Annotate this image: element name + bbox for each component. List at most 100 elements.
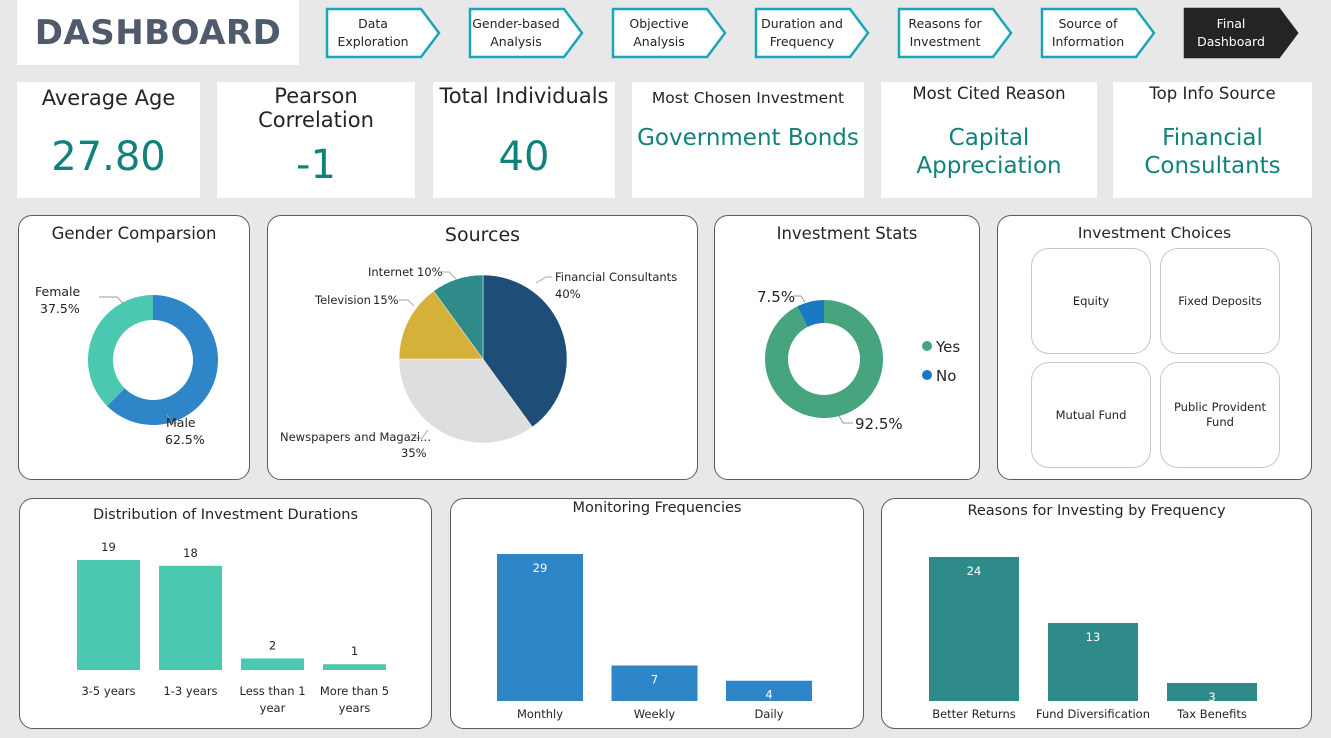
chart-title: Gender Comparsion [51, 224, 217, 243]
choice-mutual-fund[interactable]: Mutual Fund [1031, 362, 1151, 468]
label-financial-value: 40% [555, 287, 581, 301]
bar-more-than-5-years[interactable] [323, 664, 386, 670]
choice-public-provident-fund[interactable]: Public Provident Fund [1160, 362, 1280, 468]
nav-label-line: Exploration [337, 34, 409, 49]
x-tick-label: 3-5 years [81, 684, 135, 698]
label-newspapers-value: 35% [401, 446, 427, 460]
data-label: 2 [269, 638, 276, 652]
kpi-average-age: Average Age 27.80 [17, 82, 200, 198]
choice-fixed-deposits[interactable]: Fixed Deposits [1160, 248, 1280, 354]
nav-label-line: Frequency [769, 34, 835, 49]
leader-line [99, 296, 124, 304]
x-tick-label: Tax Benefits [1176, 707, 1247, 721]
kpi-label: Pearson Correlation [217, 84, 415, 132]
bar-better-returns[interactable] [929, 557, 1019, 701]
kpi-label: Total Individuals [439, 84, 609, 108]
nav-button-reasons-forinvestment[interactable]: Reasons for Investment [897, 7, 1013, 59]
leader-line [399, 299, 415, 307]
investment-durations-panel: Distribution of Investment Durations 19 3… [19, 498, 432, 729]
investment-stats-panel: Investment Stats 7.5% 92.5% Yes No [714, 215, 980, 480]
nav-label-line: Dashboard [1197, 34, 1265, 49]
bar-tax-benefits[interactable] [1167, 683, 1257, 701]
arrow-shape [1183, 7, 1299, 59]
leader-line [166, 413, 179, 424]
kpi-value: 27.80 [51, 134, 166, 180]
label-internet-value: 10% [417, 265, 443, 279]
bar-fund-diversification[interactable] [1048, 623, 1138, 701]
kpi-value: 40 [498, 134, 550, 180]
nav-label-line: Data [358, 16, 388, 31]
arrow-shape [611, 7, 727, 59]
slice-no[interactable] [797, 300, 824, 327]
label-male-value: 62.5% [165, 432, 205, 447]
label-internet: Internet [368, 265, 414, 279]
nav-button-label: Duration and Frequency [758, 7, 846, 59]
kpi-most-chosen-investment: Most Chosen Investment Government Bonds [632, 82, 864, 198]
nav-label-line: Investment [909, 34, 981, 49]
bar-less-than-1-year[interactable] [241, 658, 304, 670]
x-tick-label: Weekly [634, 707, 676, 721]
slice-female[interactable] [87, 295, 153, 406]
investment-choices-panel: Investment Choices Equity Fixed Deposits… [997, 215, 1312, 480]
slice-television[interactable] [398, 290, 484, 360]
nav-button-label: Objective Analysis [615, 7, 703, 59]
arrow-shape [1040, 7, 1156, 59]
legend-no-marker [922, 370, 932, 380]
arrow-shape [897, 7, 1013, 59]
label-no-value: 7.5% [757, 288, 795, 306]
label-female-value: 37.5% [40, 301, 80, 316]
nav-button-gender-basedanalysis[interactable]: Gender-based Analysis [468, 7, 584, 59]
slice-yes[interactable] [765, 300, 883, 418]
dashboard-title-box: DASHBOARD [17, 0, 299, 65]
leader-line [793, 295, 806, 303]
label-male: Male [166, 415, 196, 430]
monitoring-bar-chart: 29 Monthly 7 Weekly 4 Daily [497, 554, 812, 721]
bar-weekly[interactable] [611, 665, 698, 701]
label-yes-value: 92.5% [855, 415, 903, 433]
kpi-label: Most Cited Reason [912, 84, 1066, 103]
nav-button-dataexploration[interactable]: Data Exploration [325, 7, 441, 59]
choice-equity[interactable]: Equity [1031, 248, 1151, 354]
page-title: DASHBOARD [34, 12, 282, 53]
durations-bar-chart: 19 3-5 years 18 1-3 years 2 Less than 1 year 1 M… [77, 540, 389, 715]
nav-label-line: Analysis [490, 34, 542, 49]
legend-yes-label: Yes [935, 338, 960, 356]
label-financial-consultants: Financial Consultants [555, 270, 677, 284]
bar-3-5-years[interactable] [77, 560, 140, 670]
slice-internet[interactable] [433, 274, 484, 360]
kpi-value: Capital Appreciation [881, 124, 1097, 180]
sources-pie-chart: Financial Consultants 40% Internet 10% Telev… [280, 265, 677, 460]
gender-comparison-panel: Gender Comparsion Female 37.5% Male 62.5% [18, 215, 250, 480]
reasons-bar-chart: 24 Better Returns 13 Fund Diversification 3 T… [929, 557, 1257, 721]
label-female: Female [35, 284, 81, 299]
nav-label-line: Objective [629, 16, 689, 31]
chart-title: Distribution of Investment Durations [92, 507, 359, 523]
slice-financial-consultants[interactable] [482, 274, 568, 428]
x-tick-label: 1-3 years [163, 684, 217, 698]
bar-daily[interactable] [726, 680, 812, 701]
nav-button-source-ofinformation[interactable]: Source of Information [1040, 7, 1156, 59]
kpi-label-line: Correlation [258, 108, 374, 132]
bar-monthly[interactable] [497, 554, 583, 701]
x-tick-label: years [339, 701, 371, 715]
nav-button-finaldashboard[interactable]: Final Dashboard [1183, 7, 1299, 59]
kpi-value: Government Bonds [637, 125, 859, 151]
nav-button-objectiveanalysis[interactable]: Objective Analysis [611, 7, 727, 59]
gender-donut-chart: Female 37.5% Male 62.5% [35, 284, 218, 447]
nav-button-label: Reasons for Investment [901, 7, 989, 59]
kpi-value-line: Capital [948, 125, 1030, 151]
nav-button-duration-andfrequency[interactable]: Duration and Frequency [754, 7, 870, 59]
kpi-value: -1 [296, 142, 336, 188]
slice-newspapers[interactable] [398, 358, 533, 444]
slice-male[interactable] [107, 295, 218, 425]
kpi-label: Average Age [41, 86, 176, 110]
leader-line [441, 271, 457, 280]
bar-1-3-years[interactable] [159, 565, 222, 670]
label-television-value: 15% [373, 293, 399, 307]
arrow-shape [325, 7, 441, 59]
data-label: 29 [533, 561, 548, 575]
kpi-value-line: Appreciation [916, 153, 1062, 179]
data-label: 4 [765, 688, 772, 702]
legend-yes-marker [922, 341, 932, 351]
nav-button-label: Source of Information [1044, 7, 1132, 59]
